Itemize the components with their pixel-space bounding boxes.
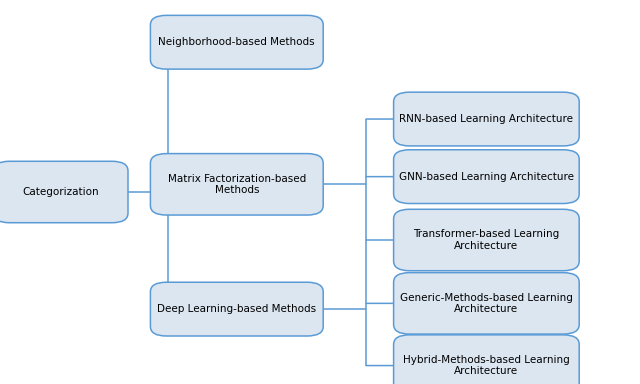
FancyBboxPatch shape <box>394 273 579 334</box>
FancyBboxPatch shape <box>0 161 128 223</box>
Text: RNN-based Learning Architecture: RNN-based Learning Architecture <box>399 114 573 124</box>
Text: Hybrid-Methods-based Learning
Architecture: Hybrid-Methods-based Learning Architectu… <box>403 355 570 376</box>
Text: Neighborhood-based Methods: Neighborhood-based Methods <box>159 37 315 47</box>
FancyBboxPatch shape <box>394 150 579 204</box>
Text: Deep Learning-based Methods: Deep Learning-based Methods <box>157 304 316 314</box>
FancyBboxPatch shape <box>150 15 323 69</box>
FancyBboxPatch shape <box>394 335 579 384</box>
FancyBboxPatch shape <box>394 92 579 146</box>
Text: Matrix Factorization-based
Methods: Matrix Factorization-based Methods <box>168 174 306 195</box>
Text: Generic-Methods-based Learning
Architecture: Generic-Methods-based Learning Architect… <box>400 293 573 314</box>
FancyBboxPatch shape <box>150 282 323 336</box>
Text: Transformer-based Learning
Architecture: Transformer-based Learning Architecture <box>413 229 559 251</box>
FancyBboxPatch shape <box>394 209 579 271</box>
FancyBboxPatch shape <box>150 154 323 215</box>
Text: GNN-based Learning Architecture: GNN-based Learning Architecture <box>399 172 574 182</box>
Text: Categorization: Categorization <box>22 187 99 197</box>
